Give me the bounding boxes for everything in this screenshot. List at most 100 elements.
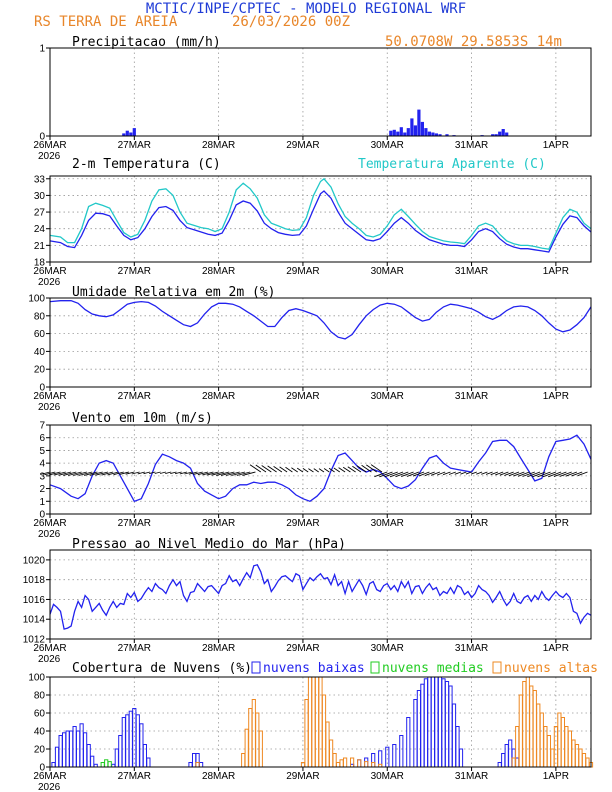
wind-arrow xyxy=(347,466,356,473)
cloud-bar-baixas xyxy=(434,676,439,768)
x-day-label: 31MAR xyxy=(455,140,488,151)
precip-bar xyxy=(431,132,435,136)
precip-bar xyxy=(494,134,498,136)
y-tick-label: 60 xyxy=(34,709,46,720)
cloud-bar-altas xyxy=(339,759,344,768)
wind-arrow xyxy=(302,468,309,473)
wind-arrow xyxy=(465,471,472,475)
precip-bar xyxy=(417,109,421,136)
y-tick-label: 1014 xyxy=(23,615,46,626)
cloud-bar-baixas xyxy=(501,753,506,768)
series-line-vento-em-10m xyxy=(49,434,592,503)
legend-mid-label: nuvens medias xyxy=(382,661,484,676)
y-tick-label: 24 xyxy=(34,224,46,235)
wind-arrow xyxy=(412,471,425,477)
x-day-label: 30MAR xyxy=(371,140,404,151)
x-day-label: 28MAR xyxy=(202,391,235,402)
x-day-label: 31MAR xyxy=(455,266,488,277)
x-day-label: 29MAR xyxy=(286,643,319,654)
wind-arrow xyxy=(179,471,188,475)
x-year-label: 2026 xyxy=(38,402,61,413)
cloud-bar-baixas xyxy=(125,714,130,768)
precipitation-panel: Precipitacao (mm/h) 50.0708W 29.5853S 14… xyxy=(33,34,592,162)
cloud-bar-baixas xyxy=(392,744,397,768)
precip-bar xyxy=(399,127,403,136)
pressure-title: Pressao ao Nivel Medio do Mar (hPa) xyxy=(72,537,346,552)
wind-arrow xyxy=(437,471,446,476)
y-tick-label: 1020 xyxy=(23,555,46,566)
x-day-label: 26MAR xyxy=(33,771,66,782)
x-day-label: 27MAR xyxy=(118,391,151,402)
wind-arrow xyxy=(401,471,414,478)
precip-bar xyxy=(396,131,400,136)
cloud-bar-altas xyxy=(321,694,327,768)
wind-arrow xyxy=(481,471,488,475)
cloud-bar-baixas xyxy=(399,735,404,768)
precip-bar xyxy=(505,132,509,136)
cloud-bar-altas xyxy=(241,753,246,768)
precip-bar xyxy=(434,133,438,136)
x-day-label: 29MAR xyxy=(286,140,319,151)
wind-arrow xyxy=(559,471,572,477)
wind-arrow xyxy=(460,471,467,475)
wind-arrow xyxy=(430,471,441,476)
cloud-bar-baixas xyxy=(139,723,144,768)
wind-arrow xyxy=(328,467,335,473)
cloud-bar-baixas xyxy=(192,753,197,768)
x-day-label: 1APR xyxy=(543,518,569,529)
x-day-label: 28MAR xyxy=(202,643,235,654)
wind-arrow xyxy=(323,468,330,473)
cloud-bar-baixas xyxy=(58,735,63,768)
wind-arrow xyxy=(308,468,314,473)
x-day-label: 26MAR xyxy=(33,518,66,529)
cloud-bar-altas xyxy=(574,744,580,768)
wind-arrow xyxy=(517,471,530,477)
temperature-panel: 2-m Temperatura (C) Temperatura Aparente… xyxy=(33,157,592,288)
precip-bar xyxy=(392,129,396,136)
precip-bar xyxy=(413,125,417,136)
cloud-bar-baixas xyxy=(69,730,74,768)
y-tick-label: 2 xyxy=(39,484,45,495)
wind-arrow xyxy=(83,471,98,476)
cloud-bar-baixas xyxy=(62,732,67,768)
x-year-label: 2026 xyxy=(38,277,61,288)
y-tick-label: 0 xyxy=(39,510,45,521)
cloud-bar-altas xyxy=(318,676,323,768)
header-location: RS TERRA DE AREIA xyxy=(34,14,178,30)
x-day-label: 30MAR xyxy=(371,643,404,654)
cloud-bar-altas xyxy=(311,676,316,768)
wind-arrow xyxy=(78,471,93,476)
cloud-bar-baixas xyxy=(458,748,464,768)
cloud-bar-medias xyxy=(100,762,105,768)
wind-arrow xyxy=(356,465,367,473)
wind-arrow xyxy=(291,467,298,473)
y-tick-label: 27 xyxy=(34,208,46,219)
cloud-bar-baixas xyxy=(65,730,70,768)
wind-arrow xyxy=(184,471,193,475)
cloud-bar-baixas xyxy=(142,744,148,768)
y-tick-label: 1 xyxy=(39,497,45,508)
cloud-bar-altas xyxy=(307,676,313,768)
wind-arrow xyxy=(370,464,383,473)
x-day-label: 31MAR xyxy=(455,518,488,529)
panel-frame xyxy=(49,175,592,263)
precip-bar xyxy=(129,132,133,136)
wind-arrow xyxy=(211,471,225,476)
x-year-label: 2026 xyxy=(38,529,61,540)
header-run: 26/03/2026 00Z xyxy=(232,14,350,30)
clouds-title: Cobertura de Nuvens (%) xyxy=(72,661,252,676)
wind-arrow xyxy=(577,471,588,477)
wind-arrow xyxy=(553,471,567,478)
x-day-label: 27MAR xyxy=(118,643,151,654)
cloud-bar-altas xyxy=(529,685,534,768)
cloud-bar-baixas xyxy=(448,685,453,768)
series-line-pressao xyxy=(49,564,592,630)
wind-arrow xyxy=(119,471,130,475)
cloud-bar-baixas xyxy=(427,676,432,768)
x-day-label: 30MAR xyxy=(371,771,404,782)
cloud-bar-altas xyxy=(553,726,558,768)
cloud-bar-altas xyxy=(195,762,200,768)
x-year-label: 2026 xyxy=(38,782,61,792)
x-day-label: 26MAR xyxy=(33,643,66,654)
